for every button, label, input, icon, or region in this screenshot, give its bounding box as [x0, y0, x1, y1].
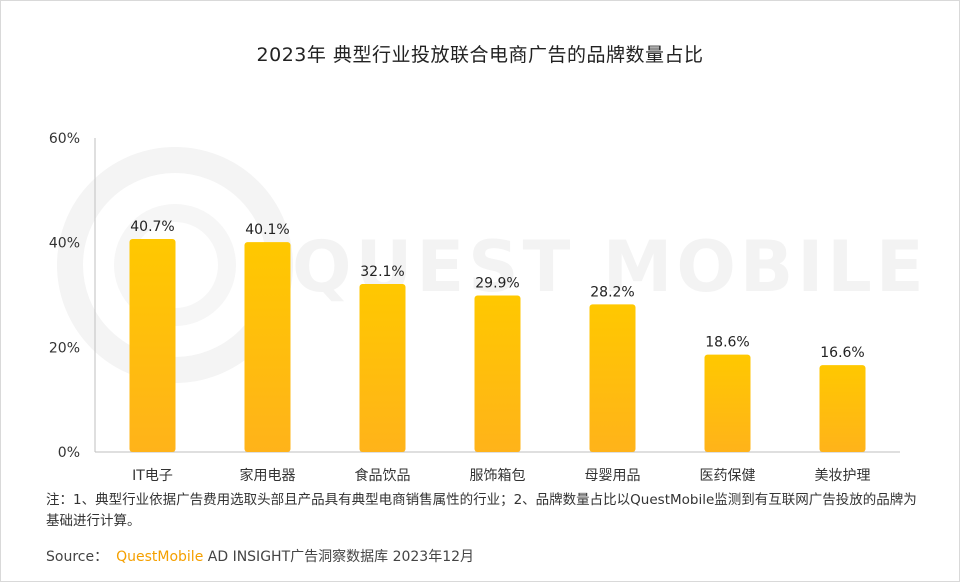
data-label: 40.1% — [245, 222, 289, 238]
source-label: Source： — [46, 549, 109, 565]
bar — [589, 304, 636, 452]
labels: 40.7% IT电子 40.1% 家用电器 32.1% 食品饮品 29.9% 服饰箱包 28.2… — [130, 219, 870, 484]
y-tick-label: 40% — [49, 236, 80, 252]
chart-title: 2023年 典型行业投放联合电商广告的品牌数量占比 — [256, 44, 704, 66]
x-tick-label: 服饰箱包 — [470, 468, 526, 484]
source-brand: QuestMobile — [116, 549, 204, 565]
x-tick-label: 食品饮品 — [355, 467, 411, 484]
bar — [819, 365, 866, 452]
bar — [244, 242, 291, 452]
source-text: AD INSIGHT广告洞察数据库 2023年12月 — [203, 549, 475, 565]
x-tick-label: 母婴用品 — [585, 468, 641, 484]
y-tick-label: 20% — [49, 340, 80, 356]
y-tick-label: 0% — [58, 445, 80, 461]
bars — [129, 239, 866, 452]
data-label: 28.2% — [590, 284, 634, 300]
bar — [359, 284, 406, 452]
footnote: 注：1、典型行业依据广告费用选取头部且产品具有典型电商销售属性的行业；2、品牌数… — [46, 492, 917, 529]
data-label: 29.9% — [475, 276, 519, 292]
source-line: Source： QuestMobile AD INSIGHT广告洞察数据库 202… — [46, 546, 474, 566]
data-label: 40.7% — [130, 219, 174, 235]
data-label: 32.1% — [360, 264, 404, 280]
bar-chart: 0% 20% 40% 60% 40.7% IT电子 40.1% 家用电器 32.1% 食品饮品 2… — [49, 131, 900, 484]
bar — [129, 239, 176, 452]
data-label: 18.6% — [705, 335, 749, 351]
data-label: 16.6% — [820, 345, 864, 361]
x-tick-label: IT电子 — [132, 468, 173, 484]
y-tick-label: 60% — [49, 131, 80, 147]
bar — [474, 295, 521, 452]
x-tick-label: 美妆护理 — [815, 468, 871, 484]
bar — [704, 354, 751, 452]
x-tick-label: 医药保健 — [700, 468, 756, 484]
axes: 0% 20% 40% 60% — [49, 131, 900, 461]
x-tick-label: 家用电器 — [240, 467, 296, 484]
